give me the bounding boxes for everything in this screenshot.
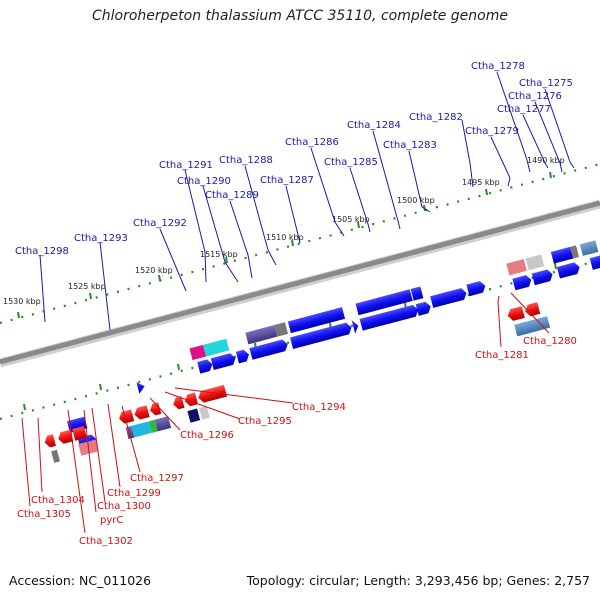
gene-label[interactable]: Ctha_1282 [409,112,463,123]
gene-ctha-1302b[interactable] [133,405,150,420]
gene-label[interactable]: pyrC [100,515,123,526]
gene-label[interactable]: Ctha_1289 [205,190,259,201]
gene-ctha-1293[interactable] [136,380,146,393]
gene-pyrc[interactable] [131,421,151,437]
gene-label[interactable]: Ctha_1298 [15,246,69,257]
gene-ctha-1291[interactable] [203,339,229,357]
gene-ctha-1274b[interactable] [580,240,599,256]
gene-label[interactable]: Ctha_1285 [324,157,378,168]
gene-label[interactable]: Ctha_1284 [347,120,401,131]
gene-ctha-1279[interactable] [430,287,468,308]
tick-label: 1525 kbp [68,282,106,291]
gene-ctha-1273[interactable] [590,254,600,270]
gene-ctha-1277b[interactable] [512,274,532,290]
genome-map: 1530 kbp 1525 kbp 1520 kbp 1515 kbp 1510… [0,0,600,600]
gene-label[interactable]: Ctha_1291 [159,160,213,171]
gene-ctha-1289[interactable] [211,352,237,370]
gene-ctha-1303[interactable] [118,409,135,424]
gene-ctha-1276[interactable] [532,268,554,285]
gene-label[interactable]: Ctha_1304 [31,495,85,506]
gene-ctha-1287[interactable] [245,325,277,344]
tick-label: 1495 kbp [462,178,500,187]
gene-label[interactable]: Ctha_1286 [285,137,339,148]
scale-axis [0,164,600,419]
gene-ctha-1292[interactable] [189,345,206,360]
gene-ctha-1281b[interactable] [506,306,525,322]
upper-gene-labels: Ctha_1298 Ctha_1293 Ctha_1292 Ctha_1291 … [15,61,573,257]
tick-label: 1505 kbp [332,215,370,224]
upper-leader-lines [40,72,574,330]
gene-ctha-1279b[interactable] [466,280,486,296]
gene-label[interactable]: Ctha_1281 [475,350,529,361]
gene-label[interactable]: Ctha_1300 [97,501,151,512]
gene-ctha-1296[interactable] [187,409,200,423]
gene-ctha-1305[interactable] [43,434,56,448]
gene-label[interactable]: Ctha_1290 [177,176,231,187]
gene-label[interactable]: Ctha_1275 [519,78,573,89]
gene-label[interactable]: Ctha_1287 [260,175,314,186]
gene-label[interactable]: Ctha_1280 [523,336,577,347]
gene-label[interactable]: Ctha_1279 [465,126,519,137]
genome-map-view: Chloroherpeton thalassium ATCC 35110, co… [0,0,600,600]
gene-label[interactable]: Ctha_1277 [497,104,551,115]
gene-label[interactable]: Ctha_1293 [74,233,128,244]
gene-ctha-1288[interactable] [236,349,251,364]
gene-label[interactable]: Ctha_1305 [17,509,71,520]
gene-label[interactable]: Ctha_1299 [107,488,161,499]
lower-gene-labels: Ctha_1294 Ctha_1295 Ctha_1296 Ctha_1297 … [17,402,346,547]
gene-label[interactable]: Ctha_1278 [471,61,525,72]
gene-label[interactable]: Ctha_1276 [508,91,562,102]
gene-ctha-1301[interactable] [149,402,162,416]
gene-label[interactable]: Ctha_1294 [292,402,346,413]
accession-text: Accession: NC_011026 [9,573,151,588]
gene-ctha-1277[interactable] [526,255,545,271]
right-lower-gene-labels: Ctha_1281 Ctha_1280 [475,336,577,361]
gene-ctha-1275[interactable] [551,247,573,264]
gene-label[interactable]: Ctha_1302 [79,536,133,547]
gene-ctha-1304c[interactable] [51,450,60,463]
tick-label: 1530 kbp [3,297,41,306]
gene-label[interactable]: Ctha_1288 [219,155,273,166]
gene-ctha-1282b[interactable] [411,286,424,300]
tick-label: 1500 kbp [397,196,435,205]
gene-ctha-1280b[interactable] [416,301,433,316]
gene-ctha-1278[interactable] [506,259,526,275]
gene-label[interactable]: Ctha_1295 [238,416,292,427]
gene-label[interactable]: Ctha_1292 [133,218,187,229]
gene-label[interactable]: Ctha_1296 [180,430,234,441]
genome-summary-text: Topology: circular; Length: 3,293,456 bp… [247,573,590,588]
gene-ctha-1274[interactable] [557,261,581,278]
gene-ctha-1290[interactable] [197,358,214,373]
gene-label[interactable]: Ctha_1297 [130,473,184,484]
tick-label: 1520 kbp [135,266,173,275]
gene-label[interactable]: Ctha_1283 [383,140,437,151]
